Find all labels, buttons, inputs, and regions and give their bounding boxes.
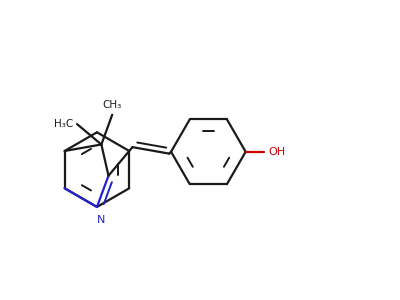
Text: CH₃: CH₃ — [102, 100, 122, 110]
Text: H₃C: H₃C — [54, 119, 73, 129]
Text: N: N — [97, 215, 105, 225]
Text: OH: OH — [268, 147, 285, 157]
